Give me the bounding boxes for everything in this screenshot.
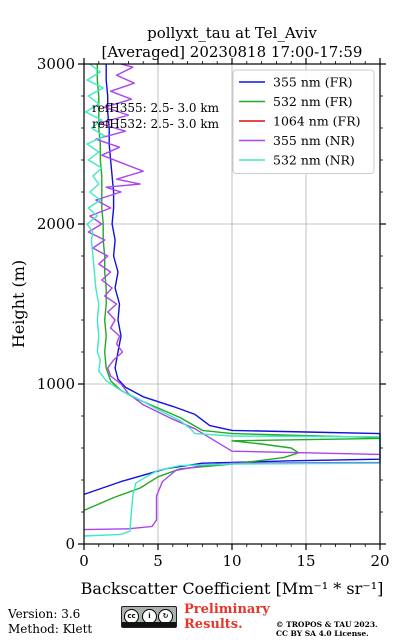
chart-title: pollyxt_tau at Tel_Aviv <box>147 24 317 42</box>
y-axis-label: Height (m) <box>9 260 28 348</box>
x-tick-label: 15 <box>296 552 315 570</box>
legend-label: 355 nm (FR) <box>273 75 353 90</box>
x-tick-label: 10 <box>222 552 241 570</box>
license-note: © TROPOS & TAU 2023. CC BY SA 4.0 Licens… <box>276 620 378 638</box>
x-tick-label: 20 <box>370 552 389 570</box>
y-tick-label: 2000 <box>37 215 75 233</box>
license-line-2: CC BY SA 4.0 License. <box>276 629 369 638</box>
y-tick-label: 1000 <box>37 375 75 393</box>
legend-label: 532 nm (FR) <box>273 94 353 109</box>
version-text: Version: 3.6 <box>8 607 81 621</box>
preliminary-line-1: Preliminary <box>184 602 270 617</box>
chart-subtitle: [Averaged] 20230818 17:00-17:59 <box>102 43 363 61</box>
series-line-532-nm-nr- <box>83 63 381 537</box>
x-tick-label: 0 <box>79 552 89 570</box>
annotation-text: refH355: 2.5- 3.0 km <box>92 101 220 115</box>
y-tick-label: 3000 <box>37 55 75 73</box>
legend-label: 1064 nm (FR) <box>273 114 361 129</box>
x-tick-label: 5 <box>153 552 163 570</box>
license-line-1: © TROPOS & TAU 2023. <box>276 620 378 629</box>
method-text: Method: Klett <box>8 622 93 636</box>
preliminary-line-2: Results. <box>184 617 243 632</box>
reference-height-annotations: refH355: 2.5- 3.0 km refH532: 2.5- 3.0 km <box>92 101 220 131</box>
preliminary-results-note: Preliminary Results. <box>184 602 270 632</box>
legend-box <box>232 69 375 174</box>
y-tick-label: 0 <box>65 535 75 553</box>
cc-badge-bar <box>122 622 176 627</box>
cc-by-sa-badge-icon: cc i ↻ <box>121 606 177 628</box>
legend-label: 532 nm (NR) <box>273 153 355 168</box>
legend-label: 355 nm (NR) <box>273 133 355 148</box>
sa-arrow-icon: ↻ <box>158 609 173 624</box>
legend: 355 nm (FR) 532 nm (FR) 1064 nm (FR) 355 nm… <box>232 69 375 174</box>
axis-ticks: 0 5 10 15 20 0 1000 2000 3000 <box>37 55 390 570</box>
x-axis-label: Backscatter Coefficient [Mm⁻¹ * sr⁻¹] <box>81 579 384 598</box>
annotation-text: refH532: 2.5- 3.0 km <box>92 117 220 131</box>
